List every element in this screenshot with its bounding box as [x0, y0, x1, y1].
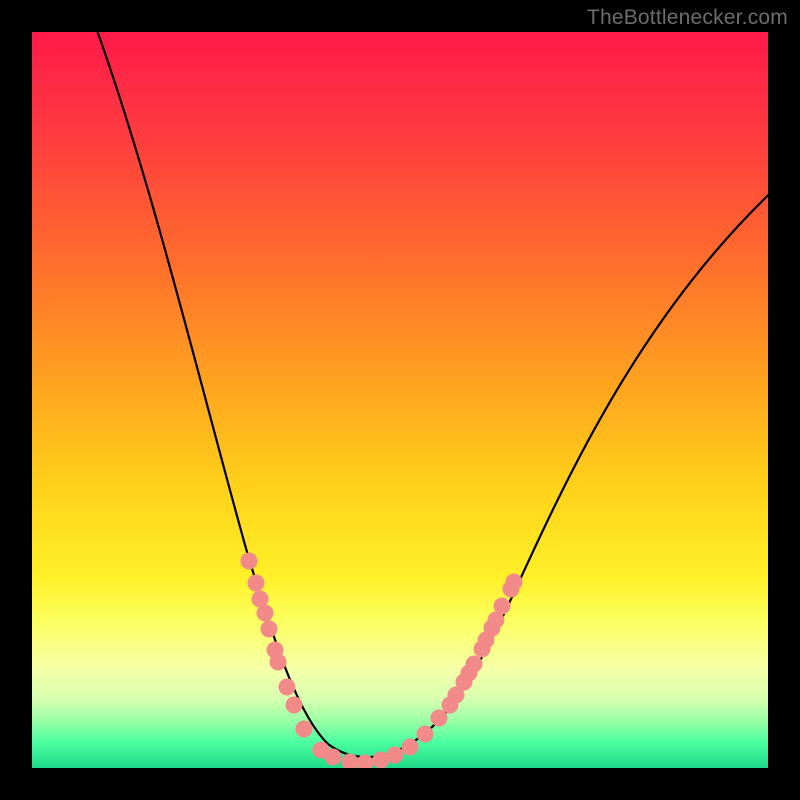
- marker-point: [417, 726, 434, 743]
- marker-point: [296, 721, 313, 738]
- marker-point: [387, 747, 404, 764]
- marker-point: [257, 605, 274, 622]
- marker-point: [506, 574, 523, 591]
- marker-point: [325, 749, 342, 766]
- chart-overlay-svg: [32, 32, 768, 768]
- marker-point: [494, 598, 511, 615]
- marker-point: [270, 654, 287, 671]
- marker-point: [261, 621, 278, 638]
- marker-point: [279, 679, 296, 696]
- marker-point: [357, 755, 374, 769]
- marker-point: [241, 553, 258, 570]
- marker-group: [241, 553, 523, 769]
- watermark-text: TheBottlenecker.com: [587, 6, 788, 30]
- marker-point: [402, 739, 419, 756]
- marker-point: [248, 575, 265, 592]
- bottleneck-curve: [94, 32, 768, 757]
- marker-point: [286, 697, 303, 714]
- chart-root: TheBottlenecker.com: [0, 0, 800, 800]
- marker-point: [342, 754, 359, 769]
- plot-area: [32, 32, 768, 768]
- marker-point: [466, 656, 483, 673]
